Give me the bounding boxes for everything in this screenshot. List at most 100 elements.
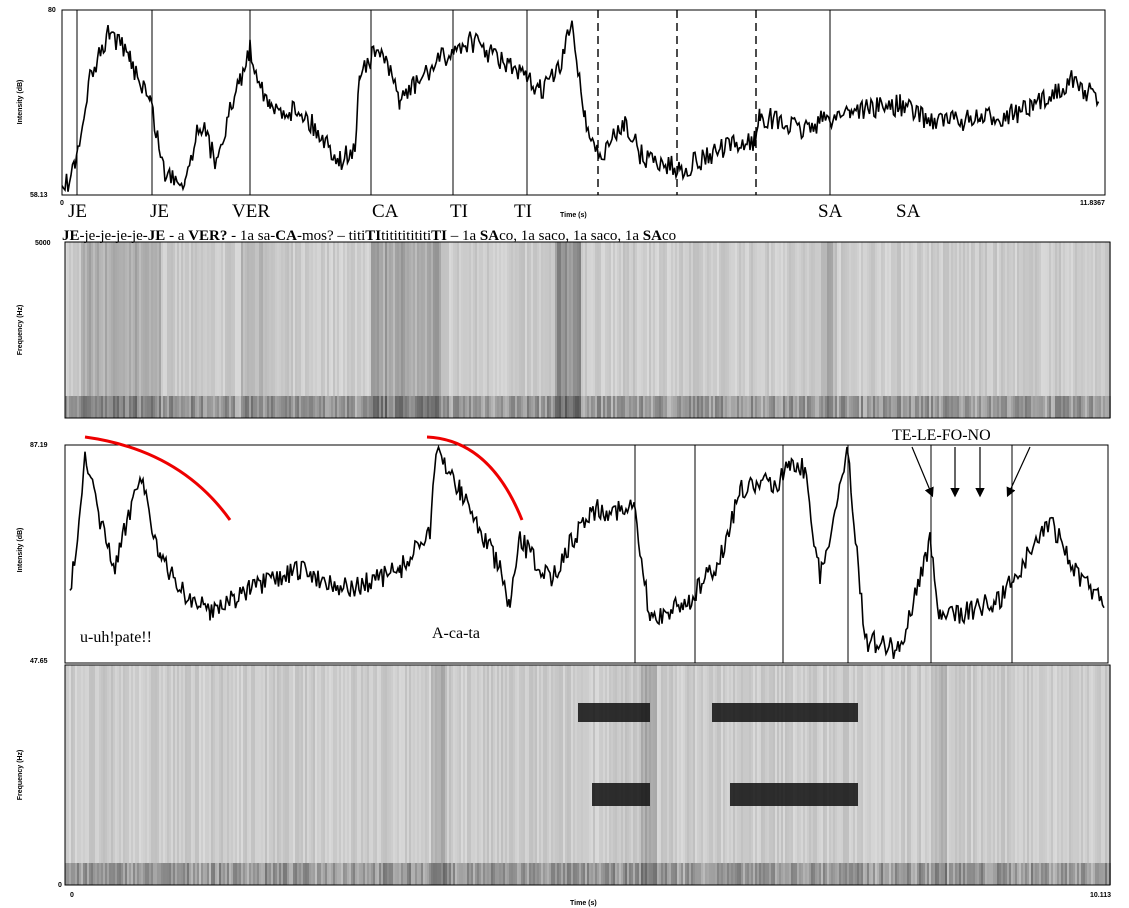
spectrogram-floor xyxy=(1037,863,1039,885)
spectrogram-column xyxy=(1005,665,1007,885)
spectrogram-column xyxy=(1101,242,1103,418)
spectrogram-floor xyxy=(883,863,885,885)
spectrogram-column xyxy=(1087,665,1089,885)
spectrogram-floor xyxy=(209,396,211,418)
spectrogram-floor xyxy=(65,863,67,885)
spectrogram-column xyxy=(141,242,143,418)
spectrogram-floor xyxy=(757,396,759,418)
spectrogram-column xyxy=(1067,665,1069,885)
spectrogram-floor xyxy=(667,396,669,418)
spectrogram-floor xyxy=(717,396,719,418)
spectrogram-floor xyxy=(139,863,141,885)
spectrogram-column xyxy=(1105,665,1107,885)
spectrogram-floor xyxy=(399,863,401,885)
spectrogram-column xyxy=(819,665,821,885)
spectrogram-floor xyxy=(805,863,807,885)
spectrogram-column xyxy=(159,665,161,885)
spectrogram-column xyxy=(365,665,367,885)
spectrogram-floor xyxy=(543,396,545,418)
spectrogram-floor xyxy=(655,863,657,885)
spectrogram-floor xyxy=(841,396,843,418)
spectrogram-column xyxy=(907,242,909,418)
spectrogram-column xyxy=(653,665,655,885)
spectrogram-floor xyxy=(613,396,615,418)
spectrogram-column xyxy=(1019,665,1021,885)
spectrogram-column xyxy=(97,665,99,885)
spectrogram-floor xyxy=(275,863,277,885)
spectrogram-floor xyxy=(307,396,309,418)
spectrogram-column xyxy=(673,665,675,885)
spectrogram-floor xyxy=(939,863,941,885)
spectrogram-floor xyxy=(467,396,469,418)
spectrogram-floor xyxy=(659,396,661,418)
spectrogram-column xyxy=(427,242,429,418)
spectrogram-column xyxy=(669,665,671,885)
spectrogram-column xyxy=(877,242,879,418)
spectrogram-column xyxy=(1061,665,1063,885)
spectrogram-column xyxy=(461,665,463,885)
spectrogram-floor xyxy=(975,863,977,885)
spectrogram-column xyxy=(313,242,315,418)
spectrogram-column xyxy=(357,665,359,885)
spectrogram-column xyxy=(447,665,449,885)
spectrogram-column xyxy=(451,665,453,885)
spectrogram-column xyxy=(1089,665,1091,885)
spectrogram-floor xyxy=(105,863,107,885)
spectrogram-column xyxy=(505,665,507,885)
spectrogram-column xyxy=(615,242,617,418)
spectrogram-column xyxy=(865,665,867,885)
spectrogram-floor xyxy=(895,396,897,418)
spectrogram-floor xyxy=(537,863,539,885)
spectrogram-floor xyxy=(541,863,543,885)
spectrogram-column xyxy=(161,242,163,418)
spectrogram-floor xyxy=(815,863,817,885)
spectrogram-column xyxy=(993,665,995,885)
spectrogram-column xyxy=(635,242,637,418)
spectrogram-column xyxy=(485,242,487,418)
spectrogram-column xyxy=(553,242,555,418)
spectrogram-column xyxy=(295,665,297,885)
spectrogram-column xyxy=(959,665,961,885)
spectrogram-floor xyxy=(829,863,831,885)
spectrogram-column xyxy=(869,242,871,418)
spectrogram-floor xyxy=(463,863,465,885)
spectrogram-column xyxy=(785,242,787,418)
spectrogram-floor xyxy=(899,863,901,885)
spectrogram-column xyxy=(521,665,523,885)
spectrogram-column xyxy=(367,242,369,418)
spectrogram-column xyxy=(935,665,937,885)
spectrogram-floor xyxy=(413,396,415,418)
spectrogram-floor xyxy=(585,863,587,885)
spectrogram-column xyxy=(577,242,579,418)
spectrogram-floor xyxy=(265,863,267,885)
spectrogram-column xyxy=(517,665,519,885)
spectrogram-floor xyxy=(839,396,841,418)
spectrogram-floor xyxy=(535,863,537,885)
spectrogram-floor xyxy=(605,863,607,885)
spectrogram-floor xyxy=(143,396,145,418)
spectrogram-column xyxy=(681,242,683,418)
spectrogram-column xyxy=(129,242,131,418)
spectrogram-column xyxy=(405,242,407,418)
spectrogram-floor xyxy=(809,863,811,885)
spectrogram-floor xyxy=(433,863,435,885)
spectrogram-column xyxy=(489,242,491,418)
spectrogram-column xyxy=(947,665,949,885)
spectrogram-column xyxy=(653,242,655,418)
spectrogram-floor xyxy=(967,863,969,885)
spectrogram-floor xyxy=(1095,863,1097,885)
spectrogram-column xyxy=(507,665,509,885)
spectrogram-floor xyxy=(857,396,859,418)
spectrogram-floor xyxy=(131,396,133,418)
spectrogram-floor xyxy=(83,863,85,885)
spectrogram-floor xyxy=(161,396,163,418)
spectrogram-floor xyxy=(391,396,393,418)
spectrogram-column xyxy=(111,242,113,418)
spectrogram-column xyxy=(731,665,733,885)
spectrogram-floor xyxy=(95,863,97,885)
spectrogram-floor xyxy=(639,396,641,418)
spectrogram-column xyxy=(695,665,697,885)
spectrogram-column xyxy=(887,242,889,418)
spectrogram-floor xyxy=(423,863,425,885)
spectrogram-column xyxy=(655,665,657,885)
